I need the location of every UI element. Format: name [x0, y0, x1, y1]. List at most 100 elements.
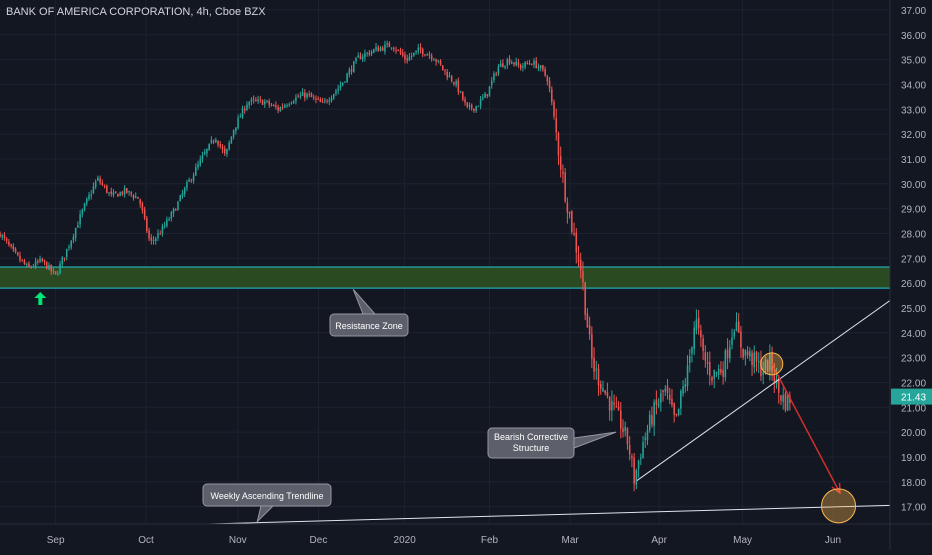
candle-body: [637, 460, 640, 469]
candle-body: [150, 237, 153, 241]
candle-body: [464, 99, 466, 103]
callout-text: Resistance Zone: [335, 321, 403, 331]
candle-body: [515, 61, 517, 66]
candle-body: [319, 99, 322, 103]
candle-body: [101, 182, 104, 185]
callout-text: Weekly Ascending Trendline: [211, 491, 324, 501]
candle-body: [63, 257, 66, 259]
candle-body: [352, 61, 355, 73]
candle-body: [715, 372, 718, 374]
candle-body: [48, 265, 50, 270]
x-tick-label: May: [733, 535, 752, 546]
candle-body: [415, 50, 417, 53]
candle-body: [123, 187, 126, 195]
candle-body: [495, 73, 497, 75]
candle-body: [530, 64, 533, 66]
candle-body: [106, 185, 108, 193]
candle-body: [737, 321, 740, 333]
candle-body: [92, 186, 95, 194]
candle-body: [568, 211, 571, 214]
callout-box: [487, 427, 575, 459]
candle-body: [317, 98, 319, 100]
candle-body: [368, 52, 371, 55]
candle-body: [430, 55, 433, 60]
candle-body: [77, 225, 79, 228]
candle-body: [297, 96, 299, 98]
candle-body: [163, 225, 166, 227]
candle-body: [330, 97, 333, 101]
candle-body: [328, 100, 331, 102]
candle-body: [502, 63, 504, 67]
candle-body: [381, 47, 384, 51]
candle-body: [219, 144, 222, 147]
candle-body: [486, 94, 489, 96]
candle-body: [517, 62, 520, 66]
candle-body: [79, 214, 81, 225]
y-tick-label: 35.00: [901, 56, 926, 67]
candle-body: [593, 357, 595, 372]
y-tick-label: 36.00: [901, 31, 926, 42]
candle-body: [533, 60, 535, 65]
candle-body: [14, 248, 17, 253]
candle-body: [664, 388, 667, 392]
candle-body: [366, 52, 368, 54]
candle-body: [557, 133, 560, 156]
y-tick-label: 18.00: [901, 478, 926, 489]
candle-body: [190, 179, 193, 181]
candle-body: [780, 395, 782, 401]
candle-body: [277, 107, 279, 111]
x-tick-label: Apr: [651, 535, 667, 546]
up-arrow-icon: [34, 292, 47, 306]
candle-body: [622, 428, 624, 432]
candle-body: [126, 188, 128, 193]
candle-body: [528, 63, 531, 65]
candle-body: [359, 55, 362, 60]
candle-body: [337, 88, 339, 91]
candle-body: [510, 62, 513, 64]
candle-body: [137, 196, 139, 199]
candle-body: [19, 255, 21, 261]
candle-body: [453, 82, 455, 85]
candle-body: [117, 193, 119, 197]
candle-body: [628, 445, 631, 455]
candle-body: [688, 356, 691, 363]
candle-body: [546, 76, 549, 82]
candle-body: [312, 97, 315, 99]
chart-title: BANK OF AMERICA CORPORATION, 4h, Cboe BZ…: [6, 6, 266, 18]
candle-body: [255, 100, 257, 102]
candle-body: [448, 75, 451, 78]
candle-body: [729, 346, 731, 359]
candle-body: [470, 104, 473, 109]
candle-body: [25, 264, 28, 266]
candle-body: [631, 456, 633, 459]
candle-body: [771, 353, 773, 372]
candle-body: [635, 469, 638, 485]
candle-body: [615, 406, 618, 408]
x-tick-label: Oct: [138, 535, 154, 546]
candle-body: [268, 101, 271, 105]
candle-body: [52, 270, 55, 272]
candle-body: [684, 384, 687, 388]
x-tick-label: Nov: [229, 535, 247, 546]
y-tick-label: 28.00: [901, 229, 926, 240]
candle-body: [462, 91, 464, 100]
candle-body: [493, 73, 495, 81]
x-tick-label: Jun: [825, 535, 841, 546]
candle-body: [275, 105, 277, 108]
weekly-trendline-callout: Weekly Ascending Trendline: [202, 483, 332, 524]
candle-body: [673, 403, 675, 415]
candle-body: [170, 212, 173, 219]
candle-body: [599, 383, 602, 389]
candle-body: [32, 266, 35, 268]
candle-body: [39, 258, 41, 263]
candle-body: [488, 86, 491, 97]
candle-body: [539, 65, 542, 68]
candle-body: [479, 99, 482, 106]
candle-body: [553, 102, 555, 117]
candle-body: [660, 393, 662, 403]
candle-body: [379, 47, 382, 51]
y-tick-label: 25.00: [901, 304, 926, 315]
candle-body: [441, 65, 444, 70]
candle-body: [295, 97, 297, 102]
